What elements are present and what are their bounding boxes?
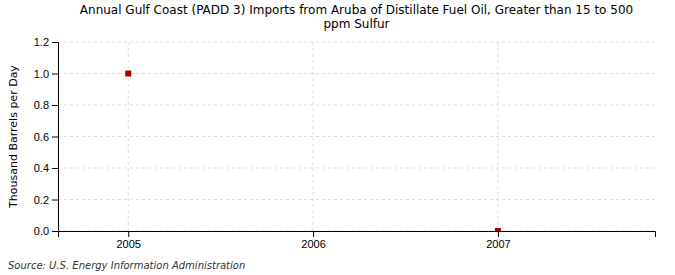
y-tick: 1.2 [34,36,58,48]
x-axis: 2005 2006 2007 [59,231,656,250]
title-line: ppm Sulfur [323,17,389,31]
point [495,228,501,231]
y-tick-label: 0.2 [34,194,49,206]
x-tick-label: 2006 [301,238,325,250]
y-axis: 0.0 0.2 0.4 0.6 0.8 1.0 1.2 [34,36,59,237]
y-tick-mark [52,137,58,138]
y-tick-mark [52,168,58,169]
title: Annual Gulf Coast (PADD 3) Imports from … [80,3,633,31]
chart: 2005 2006 2007 0.0 0.2 0.4 0.6 0.8 1.0 1.2 Thousan… [0,0,675,275]
y-axis-line [52,43,59,232]
y-tick-label: 0.0 [34,225,49,237]
y-tick: 0.4 [34,162,58,174]
x-axis-line [59,232,656,238]
y-tick-label: 1.0 [34,68,49,80]
y-tick: 0.2 [34,194,58,206]
y-tick-mark [52,231,58,232]
title-line: Annual Gulf Coast (PADD 3) Imports from … [80,3,633,17]
x-tick-label: 2007 [486,238,510,250]
x-tick-mark [498,231,499,237]
x-tick: 2005 [116,231,140,250]
plot-area: 2005 2006 2007 0.0 0.2 0.4 0.6 0.8 1.0 1.2 [34,36,656,250]
points [125,71,501,232]
point [125,71,131,77]
y-tick-mark [52,200,58,201]
y-tick-label: 1.2 [34,36,49,48]
x-tick: 2006 [301,231,325,250]
y-tick-mark [52,74,58,75]
source-annotation: Source: U.S. Energy Information Administ… [8,260,245,271]
y-tick-mark [52,105,58,106]
x-tick-label: 2005 [116,238,140,250]
grid [58,42,655,231]
y-tick: 1.0 [34,68,58,80]
x-tick: 2007 [486,231,510,250]
x-grid-line [313,42,314,231]
x-grid-line [128,42,129,231]
y-tick-label: 0.8 [34,99,49,111]
y-grid-line [58,136,655,137]
y-grid-line [58,42,655,43]
y-tick: 0.0 [34,225,58,237]
y-tick: 0.8 [34,99,58,111]
y-tick: 0.6 [34,131,58,143]
x-grid-line [497,42,498,231]
y-grid-line [58,105,655,106]
y-grid-line [58,199,655,200]
y-tick-mark [52,42,58,43]
y-grid-line [58,168,655,169]
y-tick-label: 0.6 [34,131,49,143]
x-tick-mark [128,231,129,237]
x-tick-mark [313,231,314,237]
y-grid-line [58,73,655,74]
y-axis-title: Thousand Barrels per Day [7,65,20,209]
y-tick-label: 0.4 [34,162,49,174]
